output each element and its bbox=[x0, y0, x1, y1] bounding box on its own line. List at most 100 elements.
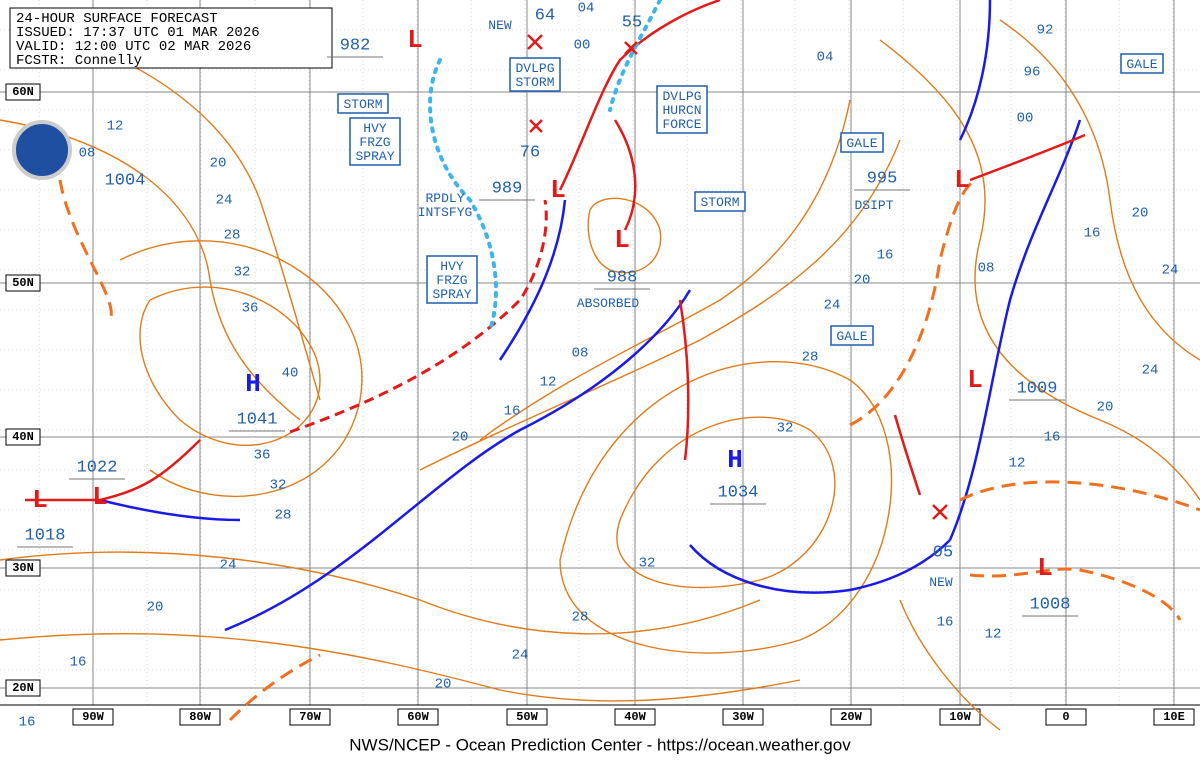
isobar-label: 20 bbox=[854, 273, 871, 289]
warning-text: ABSORBED bbox=[577, 296, 640, 311]
lon-label-box bbox=[506, 708, 548, 726]
header-line: 24-HOUR SURFACE FORECAST bbox=[16, 11, 218, 27]
isobar bbox=[0, 551, 761, 635]
track-arrow bbox=[969, 133, 1086, 182]
lon-label: 10E bbox=[1163, 710, 1185, 724]
pressure-value: 64 bbox=[535, 6, 555, 25]
header-line: VALID: 12:00 UTC 02 MAR 2026 bbox=[16, 39, 251, 55]
isobar-label: 24 bbox=[216, 193, 233, 209]
fronts bbox=[25, 0, 1200, 722]
warning-box bbox=[694, 191, 746, 212]
pressure-center: L bbox=[1037, 553, 1053, 583]
isobar-label: 20 bbox=[1132, 206, 1149, 222]
warning-text: STORM bbox=[515, 75, 554, 90]
trough bbox=[849, 178, 976, 427]
trough bbox=[58, 179, 113, 321]
warning-text: SPRAY bbox=[432, 287, 471, 302]
warning-box bbox=[656, 85, 708, 134]
track-arrow bbox=[893, 414, 922, 496]
pressure-value: 05 bbox=[933, 543, 953, 562]
isobar-label: 32 bbox=[270, 478, 287, 494]
isobar bbox=[119, 240, 363, 497]
header-line: ISSUED: 17:37 UTC 01 MAR 2026 bbox=[16, 25, 260, 41]
lon-label: 90W bbox=[82, 710, 104, 724]
header-box bbox=[9, 7, 333, 69]
trough bbox=[969, 567, 1182, 621]
pressure-center: L bbox=[550, 175, 566, 205]
trough bbox=[959, 480, 1200, 512]
isobar-label: 16 bbox=[19, 715, 36, 731]
isobar-label: 16 bbox=[70, 655, 87, 671]
isobar-label: 28 bbox=[275, 508, 292, 524]
isobar-label: 20 bbox=[147, 600, 164, 616]
isobar-label: 12 bbox=[985, 627, 1002, 643]
pressure-value: 76 bbox=[520, 143, 540, 162]
lon-label-box bbox=[614, 708, 656, 726]
cold-front bbox=[224, 289, 692, 632]
pressure-value: 1034 bbox=[718, 483, 759, 502]
isobar-label: 92 bbox=[1037, 23, 1054, 39]
isobar bbox=[587, 197, 662, 274]
isobar-label: 16 bbox=[877, 248, 894, 264]
isobar bbox=[616, 416, 836, 589]
lat-label: 50N bbox=[12, 276, 34, 290]
isobar-label: 24 bbox=[220, 558, 237, 574]
warning-text: SPRAY bbox=[355, 149, 394, 164]
lon-label: 40W bbox=[624, 710, 646, 724]
isobar-label: 40 bbox=[282, 366, 299, 382]
pressure-value: 982 bbox=[340, 36, 371, 55]
isobar-label: 00 bbox=[574, 38, 591, 54]
pressure-center: L bbox=[92, 482, 108, 512]
isobar-label: 24 bbox=[1142, 363, 1159, 379]
lon-label-box bbox=[289, 708, 331, 726]
track-arrow bbox=[613, 119, 637, 231]
warning-text: DVLPG bbox=[662, 89, 701, 104]
isobar-label: 24 bbox=[824, 298, 841, 314]
isobar-label: 08 bbox=[978, 261, 995, 277]
isobar-label: 36 bbox=[242, 301, 259, 317]
pressure-center: H bbox=[245, 369, 261, 399]
lat-label: 60N bbox=[12, 85, 34, 99]
warning-box bbox=[509, 57, 561, 92]
lat-label: 40N bbox=[12, 430, 34, 444]
warning-box bbox=[349, 117, 401, 166]
cold-front bbox=[948, 119, 1082, 541]
isobar-label: 20 bbox=[452, 430, 469, 446]
isobar-label: 12 bbox=[540, 375, 557, 391]
warning-text: HURCN bbox=[662, 103, 701, 118]
warning-box bbox=[337, 93, 389, 114]
isobar bbox=[0, 632, 801, 702]
pressure-value: 1008 bbox=[1030, 595, 1071, 614]
warning-text: DVLPG bbox=[515, 61, 554, 76]
lon-label-box bbox=[830, 708, 872, 726]
isobar bbox=[899, 599, 1001, 731]
warm-front bbox=[558, 0, 721, 191]
lon-label: 60W bbox=[407, 710, 429, 724]
cold-front bbox=[958, 0, 992, 141]
isobar bbox=[879, 39, 1200, 501]
warm-front bbox=[678, 299, 690, 461]
isobar-label: 12 bbox=[107, 119, 124, 135]
lat-label-box bbox=[5, 559, 41, 577]
pressure-center: L bbox=[614, 225, 630, 255]
isobar bbox=[419, 139, 901, 471]
isobar-label: 28 bbox=[224, 228, 241, 244]
isobar bbox=[0, 119, 301, 421]
pressure-value: 1004 bbox=[105, 171, 146, 190]
warning-text: INTSFYG bbox=[418, 205, 473, 220]
lon-label-box bbox=[179, 708, 221, 726]
pressure-value: 1041 bbox=[237, 410, 278, 429]
lon-label: 50W bbox=[516, 710, 538, 724]
lon-label: 10W bbox=[949, 710, 971, 724]
isobar-label: 00 bbox=[1017, 111, 1034, 127]
lon-label: 30W bbox=[732, 710, 754, 724]
grid: 90W 80W 70W 60W 50W 40W 30W 20W 10W 0 10E60N50N40N… bbox=[0, 0, 1200, 726]
ice-edge bbox=[428, 58, 498, 332]
warning-text: NEW bbox=[488, 18, 512, 33]
isobar-label: 20 bbox=[435, 677, 452, 693]
warning-box bbox=[830, 325, 874, 346]
lat-label-box bbox=[5, 428, 41, 446]
pressure-value: 1018 bbox=[25, 526, 66, 545]
lon-label-box bbox=[72, 708, 114, 726]
warning-text: FRZG bbox=[436, 273, 467, 288]
